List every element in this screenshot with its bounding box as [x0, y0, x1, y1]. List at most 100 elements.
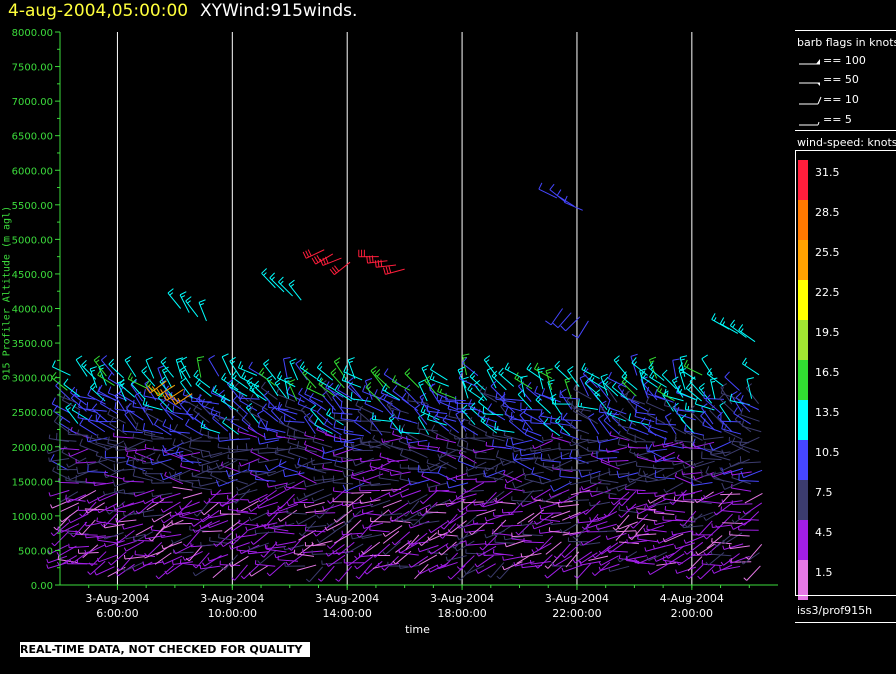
- barb-staff: [172, 522, 193, 525]
- wind-barb: [162, 388, 184, 401]
- wind-barb: [274, 481, 295, 490]
- barb-feather: [298, 532, 303, 537]
- wind-barb: [691, 496, 712, 505]
- wind-barb: [618, 506, 639, 514]
- barb-staff: [535, 399, 551, 414]
- barb-staff: [144, 433, 165, 439]
- barb-staff: [618, 481, 637, 492]
- wind-barb: [555, 415, 571, 436]
- barb-staff: [419, 544, 439, 553]
- wind-barb: [654, 552, 675, 562]
- wind-barb: [600, 457, 620, 470]
- wind-barb: [104, 470, 125, 480]
- barb-staff: [209, 554, 229, 562]
- barb-feather: [97, 368, 102, 376]
- barb-staff: [551, 510, 571, 519]
- wind-barb: [162, 419, 182, 435]
- barb-staff: [648, 359, 658, 379]
- barb-staff: [722, 522, 743, 525]
- barb-feather: [70, 533, 74, 538]
- wind-barb: [517, 512, 535, 525]
- barb-feather: [680, 413, 687, 420]
- barb-feather: [545, 368, 553, 372]
- barb-staff: [570, 479, 590, 486]
- barb-feather: [741, 419, 745, 427]
- barb-feather: [203, 423, 206, 429]
- barb-feather: [99, 397, 105, 404]
- barb-feather: [391, 541, 396, 546]
- barb-feather: [277, 505, 281, 509]
- wind-barb: [241, 414, 258, 434]
- barb-feather: [357, 405, 364, 412]
- barb-staff: [654, 394, 674, 403]
- wind-barb: [637, 535, 658, 543]
- barb-staff: [269, 562, 286, 577]
- y-tick-label: 1000.00: [12, 512, 53, 523]
- wind-barb: [298, 520, 317, 537]
- barb-staff: [430, 369, 448, 381]
- wind-barb: [191, 452, 211, 463]
- wind-barb: [615, 460, 637, 467]
- barb-feather: [574, 575, 578, 579]
- barb-staff: [607, 483, 628, 491]
- wind-barb: [654, 388, 674, 403]
- barb-staff: [682, 471, 703, 475]
- wind-barb: [409, 504, 431, 515]
- barb-feather: [238, 462, 242, 467]
- wind-barb: [465, 433, 486, 443]
- wind-barb: [701, 354, 713, 376]
- barb-staff: [201, 520, 220, 530]
- wind-barb: [391, 442, 412, 452]
- wind-barb: [663, 398, 684, 411]
- flag-100-icon: [799, 59, 820, 65]
- wind-barb: [382, 499, 402, 508]
- wind-barb: [104, 540, 125, 548]
- wind-barb: [745, 543, 763, 560]
- barb-staff: [297, 447, 317, 453]
- barb-feather: [212, 384, 217, 392]
- barb-staff: [438, 561, 458, 570]
- wind-barb: [594, 389, 608, 410]
- barb-feather: [648, 419, 652, 427]
- wind-barb: [636, 489, 658, 495]
- barb-staff: [288, 284, 302, 301]
- barb-feather: [539, 504, 542, 509]
- wind-barb: [347, 357, 356, 379]
- barb-staff: [422, 489, 439, 505]
- wind-barb: [455, 493, 477, 500]
- wind-barb: [46, 562, 68, 569]
- barb-feather: [75, 388, 78, 396]
- wind-barb: [289, 358, 299, 381]
- barb-feather: [649, 370, 654, 378]
- colorbar-title: wind-speed: knots: [797, 136, 896, 149]
- wind-barb: [400, 490, 421, 498]
- barb-staff: [419, 520, 440, 525]
- barb-feather: [340, 400, 343, 408]
- wind-barb: [175, 357, 184, 380]
- barb-feather: [432, 376, 435, 381]
- barb-feather: [179, 505, 182, 510]
- barb-staff: [512, 439, 533, 446]
- barb-staff: [683, 525, 704, 529]
- barb-staff: [551, 436, 571, 444]
- barb-feather: [476, 552, 480, 557]
- wind-barb: [600, 373, 609, 396]
- wind-barb: [654, 451, 675, 462]
- wind-barb: [115, 540, 137, 548]
- barb-feather: [495, 392, 498, 400]
- barb-staff: [298, 514, 317, 525]
- wind-barb: [417, 421, 438, 432]
- wind-barb: [144, 443, 166, 452]
- barb-feather: [671, 530, 674, 536]
- barb-feather: [618, 502, 623, 507]
- barb-feather: [516, 376, 520, 381]
- barb-feather: [398, 425, 401, 433]
- barb-feather: [458, 370, 464, 373]
- barb-feather: [437, 466, 442, 474]
- barb-staff: [97, 437, 118, 442]
- wind-barb: [333, 412, 354, 423]
- wind-barb: [645, 386, 666, 401]
- wind-barb: [185, 545, 203, 562]
- barb-staff: [701, 457, 722, 461]
- wind-barb: [731, 500, 753, 505]
